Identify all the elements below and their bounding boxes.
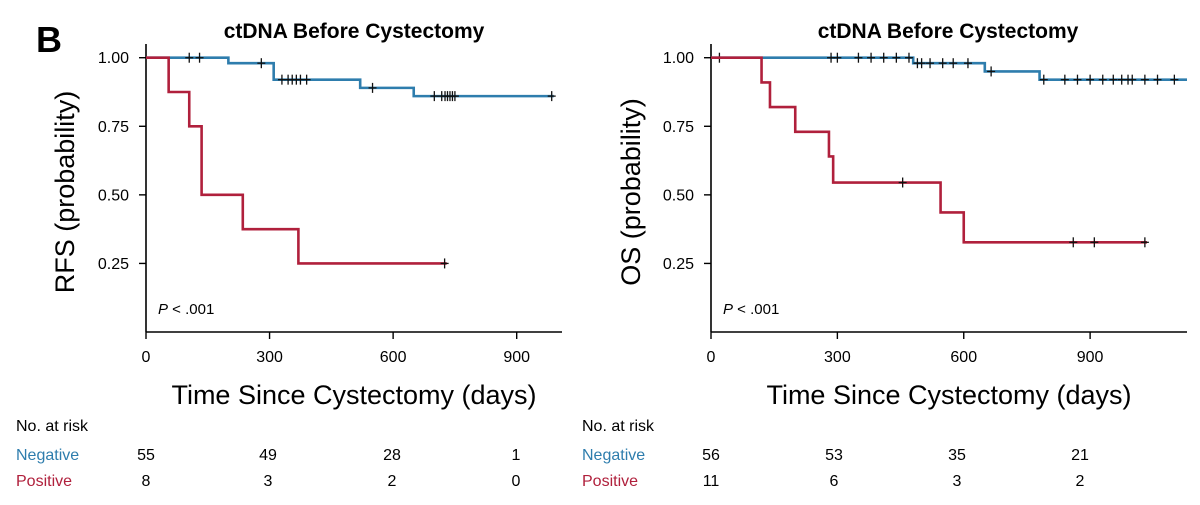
p-value-annotation: P < .001 (723, 301, 779, 318)
risk-count: 49 (259, 447, 277, 464)
p-symbol: P (158, 301, 168, 318)
panel-letter: B (36, 19, 62, 60)
y-tick-label: 1.00 (98, 50, 129, 67)
risk-count: 35 (948, 447, 966, 464)
p-value-text: < .001 (168, 301, 214, 318)
x-tick-label: 0 (142, 349, 151, 366)
risk-row-label: Negative (16, 447, 79, 464)
x-tick-label: 0 (707, 349, 716, 366)
y-tick-label: 0.25 (663, 256, 694, 273)
y-tick-label: 0.50 (663, 187, 694, 204)
chart-title: ctDNA Before Cystectomy (224, 20, 485, 43)
p-value-annotation: P < .001 (158, 301, 214, 318)
x-tick-label: 900 (1077, 349, 1104, 366)
risk-count: 0 (512, 473, 521, 490)
risk-row-label: Negative (582, 447, 645, 464)
x-tick-label: 900 (503, 349, 530, 366)
risk-count: 55 (137, 447, 155, 464)
risk-count: 56 (702, 447, 720, 464)
y-tick-label: 0.75 (663, 119, 694, 136)
risk-table-header: No. at risk (16, 418, 89, 435)
x-axis-title: Time Since Cystectomy (days) (171, 380, 536, 410)
y-tick-label: 0.25 (98, 256, 129, 273)
risk-count: 1 (512, 447, 521, 464)
y-tick-label: 0.50 (98, 187, 129, 204)
x-tick-label: 300 (824, 349, 851, 366)
panel-rfs: ctDNA Before Cystectomy 0.25 0.50 0.75 1.00 0… (16, 20, 562, 490)
risk-row-label: Positive (16, 473, 72, 490)
curve-positive (711, 56, 1147, 244)
risk-count: 3 (953, 473, 962, 490)
panel-os: ctDNA Before Cystectomy 0.25 0.50 0.75 1.00 0… (582, 20, 1187, 490)
risk-count: 28 (383, 447, 401, 464)
x-tick-label: 600 (950, 349, 977, 366)
x-tick-label: 300 (256, 349, 283, 366)
y-axis-title: RFS (probability) (50, 91, 80, 294)
y-axis-title: OS (probability) (616, 98, 646, 286)
x-tick-label: 600 (380, 349, 407, 366)
curve-negative (711, 56, 1187, 81)
curve-positive (146, 56, 447, 265)
y-tick-label: 1.00 (663, 50, 694, 67)
risk-row-label: Positive (582, 473, 638, 490)
risk-count: 8 (142, 473, 151, 490)
risk-count: 2 (1076, 473, 1085, 490)
p-value-text: < .001 (733, 301, 779, 318)
risk-count: 11 (703, 473, 720, 490)
y-tick-label: 0.75 (98, 119, 129, 136)
risk-table-header: No. at risk (582, 418, 655, 435)
chart-title: ctDNA Before Cystectomy (818, 20, 1079, 43)
p-symbol: P (723, 301, 733, 318)
risk-count: 6 (830, 473, 839, 490)
risk-count: 2 (388, 473, 397, 490)
risk-count: 3 (264, 473, 273, 490)
x-axis-title: Time Since Cystectomy (days) (766, 380, 1131, 410)
risk-count: 21 (1071, 447, 1089, 464)
risk-count: 53 (825, 447, 843, 464)
curve-negative (146, 56, 554, 98)
